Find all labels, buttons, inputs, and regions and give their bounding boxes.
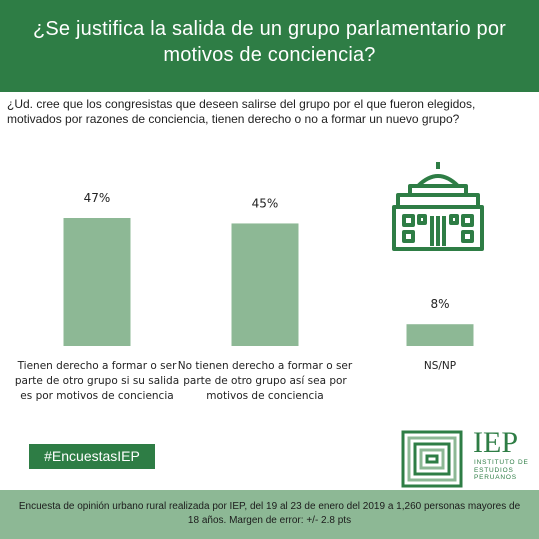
category-label: parte de otro grupo así sea por xyxy=(183,375,347,387)
logo-subtitle: INSTITUTO DE ESTUDIOS PERUANOS xyxy=(474,459,529,482)
header-banner: ¿Se justifica la salida de un grupo parl… xyxy=(0,0,539,92)
bar-value-label: 47% xyxy=(84,191,111,205)
bar xyxy=(406,324,474,346)
congress-building-icon xyxy=(388,160,488,265)
logo-subtitle-line: INSTITUTO DE xyxy=(474,459,529,466)
bar-value-label: 45% xyxy=(252,196,279,210)
bar xyxy=(63,218,131,346)
hashtag-label: #EncuestasIEP xyxy=(29,444,155,469)
logo-name: IEP xyxy=(473,426,518,459)
logo-subtitle-line: PERUANOS xyxy=(474,474,517,482)
bar xyxy=(231,223,299,346)
bar-value-label: 8% xyxy=(430,297,449,311)
logo-subtitle-line: ESTUDIOS xyxy=(474,466,514,474)
footer-banner: Encuesta de opinión urbano rural realiza… xyxy=(0,490,539,539)
survey-question: ¿Ud. cree que los congresistas que desee… xyxy=(7,97,476,126)
category-label: motivos de conciencia xyxy=(206,390,323,402)
iep-logo-icon xyxy=(401,430,463,493)
category-label: Tienen derecho a formar o ser xyxy=(17,360,177,372)
category-label: NS/NP xyxy=(424,360,456,372)
page-title: ¿Se justifica la salida de un grupo parl… xyxy=(32,18,507,66)
category-label: parte de otro grupo si su salida xyxy=(15,375,179,387)
category-label: es por motivos de conciencia xyxy=(20,390,173,402)
bar-chart: 47% Tienen derecho a formar o ser parte de… xyxy=(15,191,474,402)
category-label: No tienen derecho a formar o ser xyxy=(178,360,353,372)
footer-note: Encuesta de opinión urbano rural realiza… xyxy=(18,501,521,526)
